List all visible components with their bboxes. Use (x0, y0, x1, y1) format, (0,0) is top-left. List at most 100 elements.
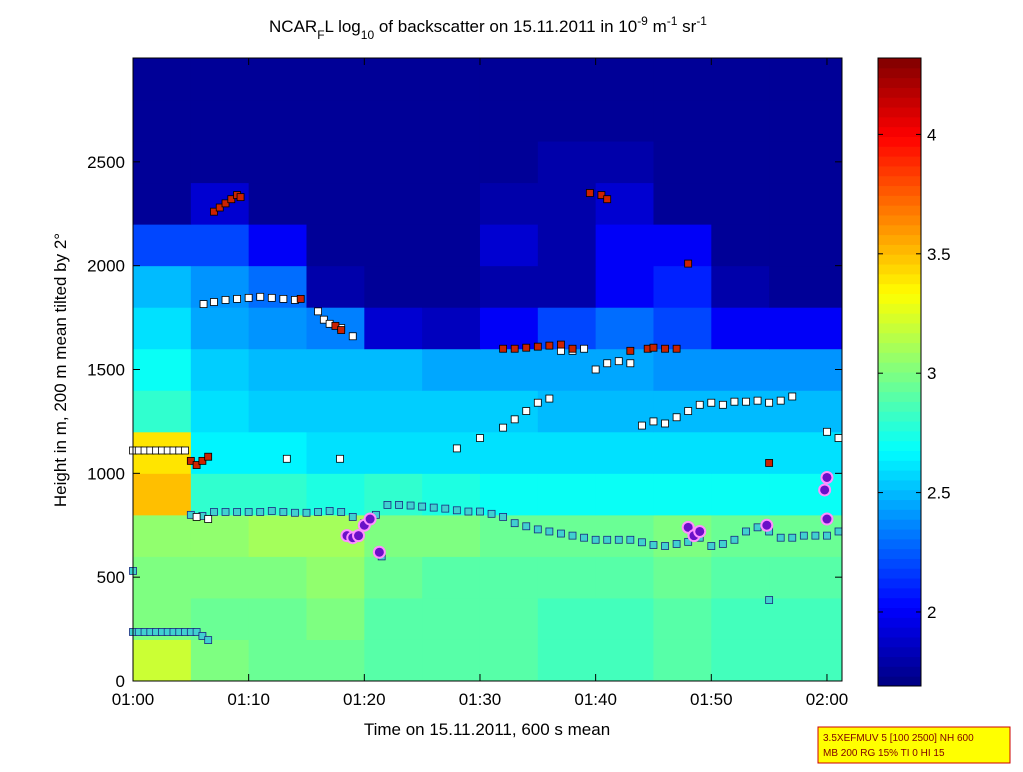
marker (672, 540, 681, 548)
heat-cell (595, 182, 654, 225)
marker (545, 527, 554, 536)
heat-cell (653, 182, 712, 225)
colorbar-step (878, 107, 921, 118)
colorbar-step (878, 146, 921, 157)
heat-cell (537, 182, 597, 225)
colorbar-step (878, 224, 921, 236)
marker (319, 315, 328, 324)
heat-cell (537, 639, 597, 682)
annotation: MB 200 RG 15% TI 0 HI 15 (823, 748, 945, 759)
y-tick-label: 500 (97, 568, 125, 587)
heat-cell (364, 597, 423, 640)
heat-cell (190, 141, 250, 184)
heat-cell (769, 597, 843, 640)
marker (568, 531, 577, 540)
marker (476, 507, 484, 516)
heat-cell (422, 639, 481, 682)
marker (557, 340, 565, 349)
heat-cell (479, 431, 539, 474)
marker (603, 535, 612, 544)
heat-cell (711, 556, 770, 599)
heat-cell (595, 348, 654, 391)
marker (314, 307, 322, 316)
title-part: L log (325, 17, 361, 36)
marker (199, 300, 208, 308)
colorbar-step (878, 627, 921, 638)
heat-cell (769, 307, 843, 350)
heat-cell (653, 473, 712, 516)
heat-cell (133, 58, 192, 101)
y-tick-label: 1000 (87, 464, 125, 483)
colorbar-step (878, 205, 921, 216)
heat-cell (248, 639, 307, 682)
marker (649, 417, 658, 426)
heat-cell (190, 182, 250, 225)
heat-cell (364, 556, 423, 599)
chart-title: NCARFL log10 of backscatter on 15.11.201… (269, 14, 707, 42)
heat-cell (537, 597, 597, 640)
heat-cell (479, 182, 539, 225)
marker (395, 500, 403, 509)
heat-cell (711, 390, 770, 433)
heat-cell (248, 390, 307, 433)
heat-cell (653, 431, 712, 474)
marker (568, 344, 577, 353)
heat-cell (537, 431, 597, 474)
heat-cell (306, 224, 365, 267)
colorbar-step (878, 58, 921, 69)
heat-cell (769, 265, 843, 308)
marker (233, 508, 241, 516)
marker (820, 512, 834, 526)
marker (730, 535, 739, 544)
colorbar-step (878, 578, 921, 589)
heat-cell (422, 58, 481, 101)
heat-cell (769, 182, 843, 225)
heat-cell (422, 431, 481, 474)
heatmap (133, 58, 843, 682)
heat-cell (653, 224, 712, 267)
heat-cell (711, 141, 770, 184)
colorbar-step (878, 519, 921, 530)
colorbar-tick-label: 2 (927, 603, 936, 622)
marker (718, 540, 727, 548)
colorbar-tick-label: 2.5 (927, 484, 951, 503)
marker (510, 344, 519, 353)
marker (337, 326, 346, 334)
colorbar-step (878, 421, 921, 432)
heat-cell (306, 58, 365, 101)
heat-cell (595, 473, 654, 516)
heat-cell (537, 99, 597, 142)
heat-cell (653, 597, 712, 640)
heat-cell (248, 348, 307, 391)
marker (730, 397, 739, 406)
y-axis-label: Height in m, 200 m mean tilted by 2° (51, 233, 70, 507)
heat-cell (248, 556, 307, 599)
marker (811, 531, 820, 540)
heat-cell (306, 182, 365, 225)
heat-cell (133, 224, 192, 267)
marker (591, 535, 600, 544)
colorbar-step (878, 617, 921, 628)
heat-cell (711, 431, 770, 474)
heat-cell (422, 514, 481, 557)
heat-cell (769, 390, 843, 433)
heat-cell (479, 473, 539, 516)
heat-cell (190, 390, 250, 433)
heat-cell (364, 639, 423, 682)
heat-cell (537, 473, 597, 516)
marker (510, 519, 519, 528)
marker (776, 533, 785, 542)
marker (545, 341, 554, 350)
title-part: sr (677, 17, 696, 36)
marker (672, 344, 681, 353)
colorbar-step (878, 195, 921, 206)
colorbar-step (878, 656, 921, 667)
colorbar-step (878, 116, 921, 128)
marker (684, 407, 693, 415)
heat-cell (364, 182, 423, 225)
marker (192, 513, 201, 521)
heat-cell (711, 597, 770, 640)
heat-cell (248, 141, 307, 184)
marker (198, 456, 207, 465)
marker (236, 193, 245, 202)
